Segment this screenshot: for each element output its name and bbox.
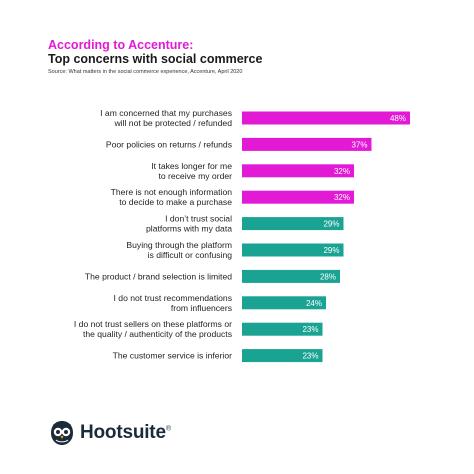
category-label-5: Buying through the platform is difficult … <box>126 240 232 260</box>
category-label-8: I do not trust sellers on these platform… <box>74 319 232 339</box>
brand-logo: Hootsuite® <box>50 420 171 446</box>
bar-value-label-0: 48% <box>390 114 406 123</box>
bar-8 <box>242 322 323 336</box>
category-label-line: Poor policies on returns / refunds <box>106 139 232 149</box>
chart-title-accent: According to Accenture: <box>48 38 194 52</box>
category-label-line: to receive my order <box>158 171 232 181</box>
category-label-6: The product / brand selection is limited <box>85 271 232 281</box>
category-label-line: I am concerned that my purchases <box>100 108 232 118</box>
bar-value-label-2: 32% <box>334 167 350 176</box>
bar-value-label-7: 24% <box>306 299 322 308</box>
bar-value-label-9: 23% <box>302 352 318 361</box>
category-label-4: I don’t trust social platforms with my da… <box>146 214 232 234</box>
bar-2 <box>242 164 354 178</box>
category-label-line: the quality / authenticity of the produc… <box>83 329 232 339</box>
category-label-2: It takes longer for me to receive my orde… <box>151 161 232 181</box>
bar-0 <box>242 111 410 125</box>
bar-3 <box>242 190 354 204</box>
category-label-line: The product / brand selection is limited <box>85 271 232 281</box>
category-label-line: will not be protected / refunded <box>113 118 232 128</box>
bar-4 <box>242 217 344 231</box>
category-label-line: I do not trust sellers on these platform… <box>74 319 232 329</box>
owl-logo-icon <box>51 421 73 445</box>
category-label-line: There is not enough information <box>111 187 233 197</box>
bar-value-label-6: 28% <box>320 272 336 281</box>
bar-9 <box>242 349 323 363</box>
bar-7 <box>242 296 326 310</box>
category-label-line: Buying through the platform <box>126 240 232 250</box>
chart-header: According to Accenture: Top concerns wit… <box>48 38 448 76</box>
category-label-0: I am concerned that my purchases will not… <box>100 108 232 128</box>
bar-value-label-1: 37% <box>351 140 367 149</box>
bar-value-label-8: 23% <box>302 325 318 334</box>
bar-6 <box>242 269 340 283</box>
category-label-7: I do not trust recommendations from influ… <box>114 293 232 313</box>
category-label-line: I don’t trust social <box>165 214 232 224</box>
category-label-line: is difficult or confusing <box>148 250 233 260</box>
category-label-line: I do not trust recommendations <box>114 293 232 303</box>
category-label-1: Poor policies on returns / refunds <box>106 139 232 149</box>
category-label-9: The customer service is inferior <box>113 351 233 361</box>
category-label-line: It takes longer for me <box>151 161 232 171</box>
chart-source: Source: What matters in the social comme… <box>48 69 243 75</box>
bar-1 <box>242 137 372 151</box>
category-label-line: to decide to make a purchase <box>119 197 232 207</box>
bar-5 <box>242 243 344 257</box>
bar-value-label-4: 29% <box>323 220 339 229</box>
category-label-3: There is not enough information to decide… <box>111 187 233 207</box>
category-label-line: platforms with my data <box>146 224 232 234</box>
bar-value-label-5: 29% <box>323 246 339 255</box>
category-label-line: The customer service is inferior <box>113 351 233 361</box>
chart-title: Top concerns with social commerce <box>48 52 263 66</box>
bar-value-label-3: 32% <box>334 193 350 202</box>
brand-name: Hootsuite® <box>80 422 171 443</box>
category-label-line: from influencers <box>171 303 232 313</box>
